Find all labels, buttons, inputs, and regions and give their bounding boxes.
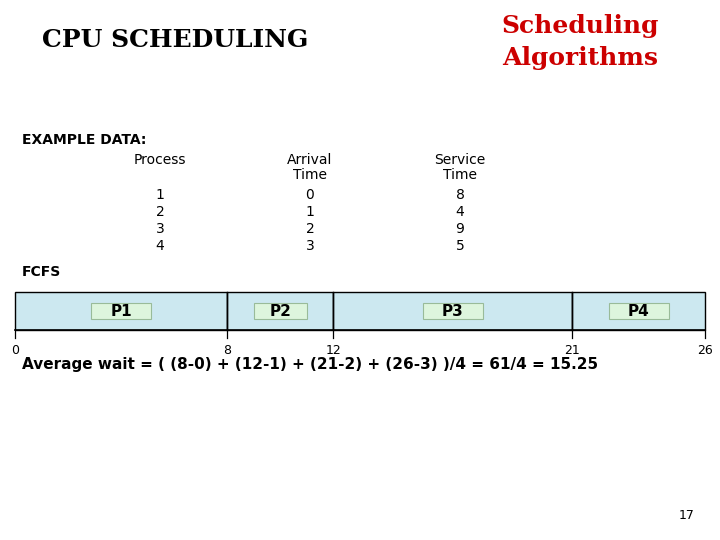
Bar [572, 292, 705, 330]
Bar [423, 303, 483, 319]
Text: Average wait = ( (8-0) + (12-1) + (21-2) + (26-3) )/4 = 61/4 = 15.25: Average wait = ( (8-0) + (12-1) + (21-2)… [22, 357, 598, 373]
Text: 26: 26 [697, 344, 713, 357]
Text: 2: 2 [156, 205, 164, 219]
Bar [228, 292, 333, 330]
Text: 8: 8 [223, 344, 231, 357]
Text: 0: 0 [305, 188, 315, 202]
Text: 17: 17 [679, 509, 695, 522]
Text: FCFS: FCFS [22, 265, 61, 279]
Text: EXAMPLE DATA:: EXAMPLE DATA: [22, 133, 146, 147]
Text: P3: P3 [442, 303, 464, 319]
Text: 0: 0 [11, 344, 19, 357]
Text: Service: Service [434, 153, 485, 167]
Text: 12: 12 [325, 344, 341, 357]
Text: 2: 2 [305, 222, 315, 236]
Text: 3: 3 [156, 222, 164, 236]
Text: 1: 1 [305, 205, 315, 219]
Text: 21: 21 [564, 344, 580, 357]
Text: 5: 5 [456, 239, 464, 253]
Text: 4: 4 [456, 205, 464, 219]
Text: 1: 1 [156, 188, 164, 202]
Text: Scheduling
Algorithms: Scheduling Algorithms [501, 14, 659, 70]
Bar [254, 303, 307, 319]
Text: P1: P1 [110, 303, 132, 319]
Text: P2: P2 [269, 303, 292, 319]
Bar [91, 303, 151, 319]
Text: Time: Time [293, 168, 327, 182]
Text: Process: Process [134, 153, 186, 167]
Text: Arrival: Arrival [287, 153, 333, 167]
Text: 3: 3 [305, 239, 315, 253]
Text: 4: 4 [156, 239, 164, 253]
Text: CPU SCHEDULING: CPU SCHEDULING [42, 28, 308, 52]
Text: Time: Time [443, 168, 477, 182]
Bar [15, 292, 228, 330]
Text: 9: 9 [456, 222, 464, 236]
Bar [608, 303, 669, 319]
Bar [333, 292, 572, 330]
Text: P4: P4 [628, 303, 649, 319]
Text: 8: 8 [456, 188, 464, 202]
